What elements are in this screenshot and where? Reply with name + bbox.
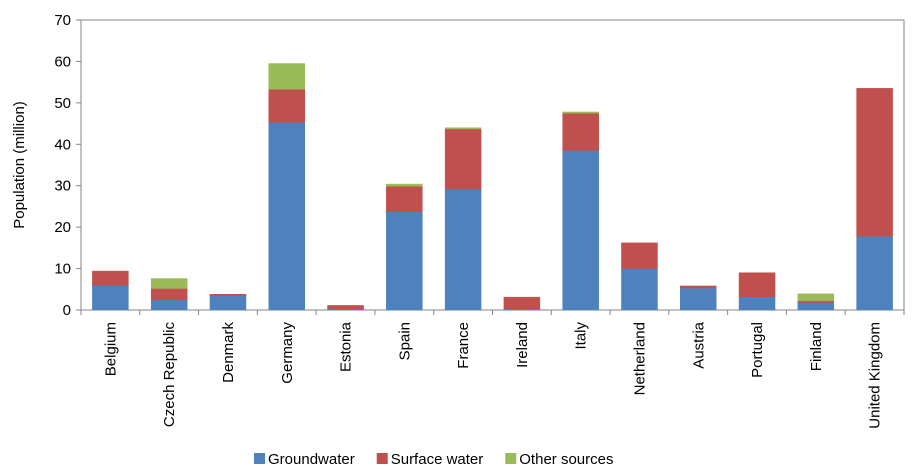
y-tick-label: 0 <box>63 302 71 319</box>
bar-segment-groundwater <box>621 268 658 311</box>
x-category-label: Czech Republic <box>161 322 178 428</box>
bar-segment-groundwater <box>680 287 717 311</box>
bar-segment-surface-water <box>209 294 247 296</box>
bar-segment-surface-water <box>444 128 482 190</box>
bar-segment-groundwater <box>444 188 482 311</box>
x-category-label: Denmark <box>220 322 237 383</box>
bar-segment-other-sources <box>386 183 423 187</box>
bar-segment-surface-water <box>562 112 599 151</box>
legend-item: Groundwater <box>254 451 355 468</box>
x-category-label: United Kingdom <box>867 322 884 429</box>
y-tick-label: 40 <box>54 136 71 153</box>
legend-swatch <box>505 453 517 464</box>
x-category-label: Netherland <box>631 322 648 395</box>
bar-segment-surface-water <box>327 305 364 310</box>
bar-segment-groundwater <box>209 295 247 311</box>
bar-segment-surface-water <box>150 288 188 300</box>
legend-swatch <box>254 453 265 464</box>
x-category-label: Belgium <box>102 322 119 376</box>
plot-area: 0 10 20 30 40 50 60 70 Belgium Czech Republic Denm… <box>54 12 905 429</box>
bar-segment-surface-water <box>92 270 129 286</box>
y-tick-label: 50 <box>54 95 71 112</box>
x-category-label: Portugal <box>749 322 766 378</box>
bar-segment-surface-water <box>680 285 717 289</box>
bar-segment-groundwater <box>268 122 305 311</box>
bar-segment-groundwater <box>738 296 776 311</box>
legend: Groundwater Surface water Other sources <box>254 451 613 468</box>
x-category-label: France <box>455 322 472 369</box>
bar-segment-groundwater <box>386 211 423 311</box>
x-category-label: Estonia <box>338 321 355 372</box>
bar-segment-groundwater <box>92 284 129 311</box>
plot-frame <box>80 19 905 311</box>
y-tick-label: 70 <box>54 12 71 29</box>
legend-label: Surface water <box>391 451 484 468</box>
y-tick-label: 30 <box>54 178 71 195</box>
bar-segment-surface-water <box>268 88 305 123</box>
bar-segment-surface-water <box>738 272 776 297</box>
bar-segment-surface-water <box>386 185 423 213</box>
x-category-label: Ireland <box>514 322 531 368</box>
y-axis-title: Population (million) <box>11 101 28 229</box>
bar-segment-surface-water <box>621 242 658 269</box>
bar-segment-surface-water <box>503 296 541 310</box>
legend-item: Other sources <box>505 451 613 468</box>
x-category-label: Austria <box>690 321 707 368</box>
bar-segment-groundwater <box>562 150 599 311</box>
bar-segment-other-sources <box>444 127 482 130</box>
y-tick-label: 20 <box>54 219 71 236</box>
bar-segment-other-sources <box>797 293 835 302</box>
bar-segment-groundwater <box>856 236 893 311</box>
bar-segment-surface-water <box>856 88 893 237</box>
bar-segment-groundwater <box>150 299 188 311</box>
bar-segment-other-sources <box>268 63 305 90</box>
bar-segment-other-sources <box>562 111 599 114</box>
legend-item: Surface water <box>376 451 484 468</box>
bar-segment-other-sources <box>150 278 188 289</box>
x-category-label: Spain <box>396 322 413 360</box>
bar-segment-groundwater <box>797 302 835 311</box>
x-category-label: Germany <box>279 322 296 384</box>
x-category-label: Finland <box>808 322 825 371</box>
legend-swatch <box>376 453 388 464</box>
y-axis-label: Population (million) <box>11 101 28 229</box>
legend-label: Other sources <box>519 451 613 468</box>
y-tick-label: 10 <box>54 261 71 278</box>
x-category-label: Italy <box>573 322 590 350</box>
y-tick-label: 60 <box>54 53 71 70</box>
legend-label: Groundwater <box>268 451 355 468</box>
